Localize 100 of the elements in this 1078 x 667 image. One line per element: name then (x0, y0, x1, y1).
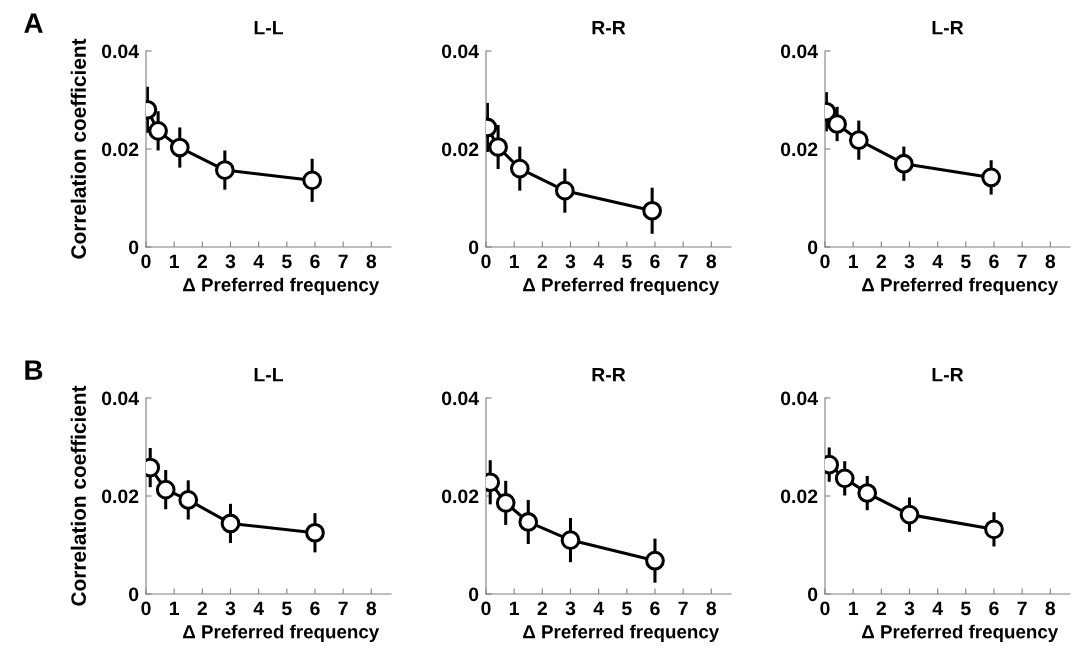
y-tick-label: 0.04 (780, 391, 818, 406)
point (302, 170, 323, 191)
y-tick-label: 0.04 (441, 44, 479, 59)
x-tick-label: 5 (282, 254, 292, 269)
x-tick-label: 7 (678, 254, 688, 269)
x-tick-label: 6 (650, 601, 660, 616)
x-tick-label: 1 (169, 254, 180, 269)
point (305, 522, 325, 543)
point (155, 479, 176, 500)
point (899, 504, 920, 525)
point (509, 158, 530, 179)
x-tick-label: 0 (820, 601, 830, 616)
x-tick-label: 3 (565, 601, 576, 616)
x-tick-label: 8 (1045, 601, 1056, 616)
x-tick-label: 4 (593, 601, 604, 616)
y-tick-label: 0 (808, 587, 818, 602)
text: B (25, 360, 43, 380)
point (220, 513, 241, 534)
y-tick-label: 0 (129, 240, 139, 255)
point (834, 468, 855, 489)
x-tick-label: 5 (622, 601, 632, 616)
x-tick-label: 0 (141, 254, 151, 269)
x-tick-label: 1 (169, 601, 180, 616)
x-tick-label: 5 (961, 254, 971, 269)
x-axis-title: Δ Preferred frequency (523, 277, 720, 296)
chart-title: L-R (932, 367, 964, 382)
x-tick-label: 4 (593, 254, 604, 269)
point (893, 153, 914, 174)
point (848, 130, 869, 151)
x-tick-label: 0 (481, 254, 491, 269)
x-tick-label: 1 (509, 254, 520, 269)
x-tick-label: 4 (932, 601, 943, 616)
point (554, 180, 575, 201)
x-tick-label: 6 (989, 601, 999, 616)
point (214, 160, 235, 180)
y-tick-label: 0.04 (441, 391, 479, 406)
x-tick-label: 5 (622, 254, 632, 269)
x-tick-label: 7 (338, 254, 348, 269)
x-tick-label: 3 (225, 254, 236, 269)
point (495, 493, 516, 513)
chart-title: L-L (254, 20, 284, 35)
x-tick-label: 3 (565, 254, 576, 269)
point (981, 167, 1002, 188)
x-tick-label: 2 (197, 601, 207, 616)
point (169, 137, 190, 158)
x-tick-label: 2 (197, 254, 207, 269)
x-tick-label: 3 (904, 601, 915, 616)
point (642, 200, 663, 221)
chart-title: L-L (254, 367, 284, 382)
x-tick-label: 8 (706, 601, 717, 616)
x-tick-label: 1 (848, 254, 859, 269)
y-tick-label: 0.02 (780, 489, 818, 504)
x-tick-label: 4 (253, 601, 264, 616)
y-tick-label: 0 (469, 587, 479, 602)
point (148, 121, 168, 141)
x-tick-label: 4 (253, 254, 264, 269)
x-tick-label: 0 (820, 254, 830, 269)
x-tick-label: 2 (537, 254, 547, 269)
y-tick-label: 0.04 (780, 44, 818, 59)
x-tick-label: 8 (1045, 254, 1056, 269)
x-tick-label: 2 (876, 601, 886, 616)
x-tick-label: 5 (282, 601, 292, 616)
y-tick-label: 0.02 (101, 489, 139, 504)
x-tick-label: 3 (904, 254, 915, 269)
y-tick-label: 0.04 (101, 44, 139, 59)
point (827, 114, 847, 134)
x-tick-label: 0 (141, 601, 151, 616)
y-axis-title: Correlation coefficient (70, 385, 86, 606)
x-tick-label: 8 (366, 254, 377, 269)
point (178, 490, 199, 510)
x-axis-title: Δ Preferred frequency (862, 624, 1059, 643)
x-tick-label: 6 (650, 254, 660, 269)
x-axis-title: Δ Preferred frequency (183, 277, 380, 296)
y-tick-label: 0.02 (780, 142, 818, 157)
chart-title: L-R (932, 20, 964, 35)
x-axis-title: Δ Preferred frequency (183, 624, 380, 643)
y-tick-label: 0.02 (441, 489, 479, 504)
point (560, 530, 581, 550)
y-tick-label: 0.02 (441, 142, 479, 157)
chart-title: R-R (592, 367, 626, 382)
x-tick-label: 8 (706, 254, 717, 269)
y-axis-title: Correlation coefficient (70, 38, 86, 259)
x-tick-label: 7 (678, 601, 688, 616)
x-tick-label: 6 (310, 254, 320, 269)
x-axis-title: Δ Preferred frequency (862, 277, 1059, 296)
x-tick-label: 6 (310, 601, 320, 616)
y-tick-label: 0.02 (101, 142, 139, 157)
x-tick-label: 8 (366, 601, 377, 616)
x-tick-label: 2 (876, 254, 886, 269)
x-tick-label: 7 (338, 601, 348, 616)
point (518, 512, 539, 532)
x-tick-label: 5 (961, 601, 971, 616)
x-tick-label: 6 (989, 254, 999, 269)
text: A (24, 13, 43, 33)
x-tick-label: 2 (537, 601, 547, 616)
x-tick-label: 7 (1017, 254, 1027, 269)
chart-title: R-R (592, 20, 626, 35)
x-axis-title: Δ Preferred frequency (523, 624, 720, 643)
y-tick-label: 0 (469, 240, 479, 255)
x-tick-label: 7 (1017, 601, 1027, 616)
